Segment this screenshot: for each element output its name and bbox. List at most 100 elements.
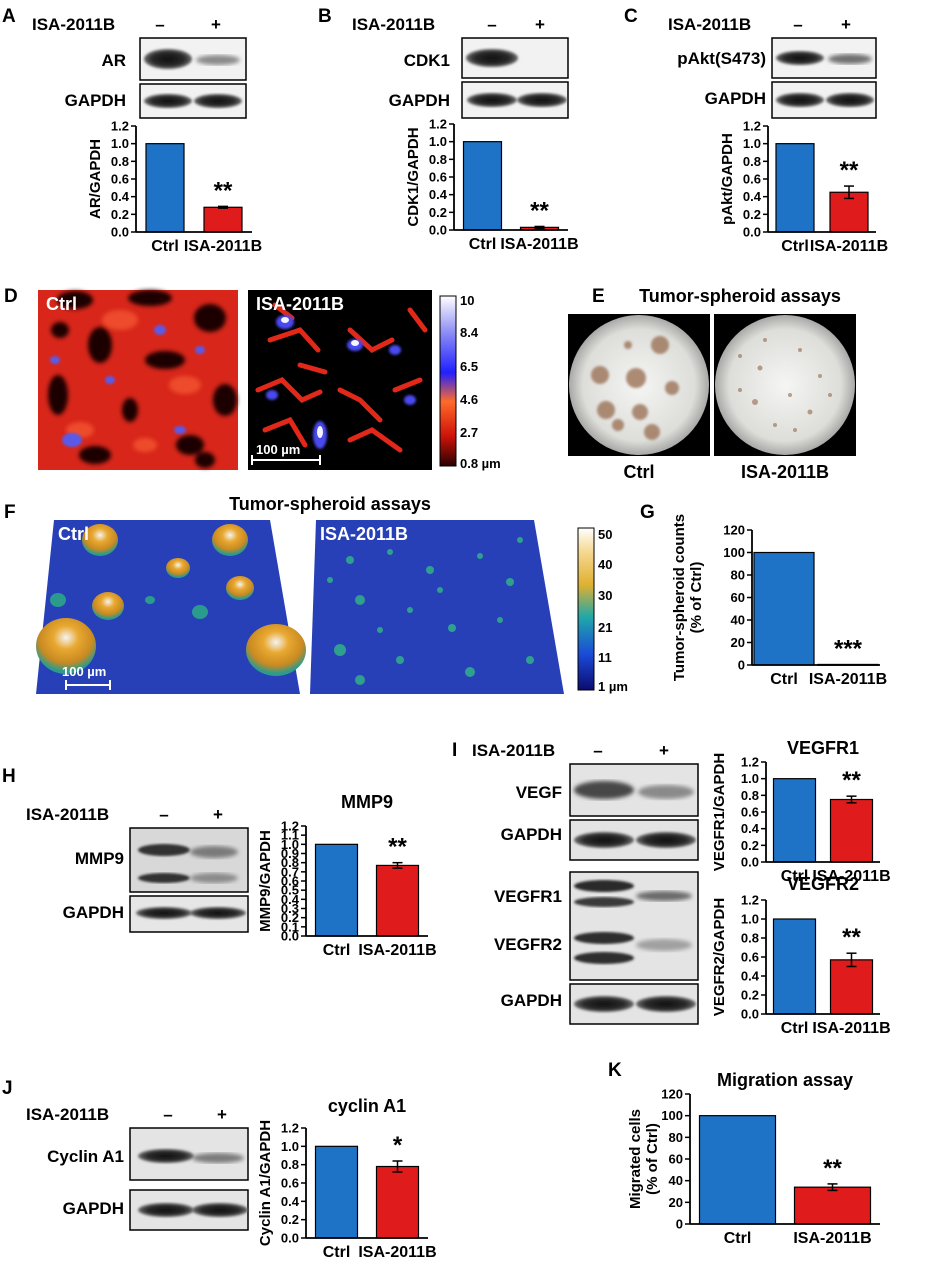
minus-sign: –	[793, 15, 802, 34]
ctrl-3d-surface: Ctrl 100 µm	[36, 520, 306, 694]
gapdh-label: GAPDH	[63, 1199, 124, 1218]
y-tick-label: 0.0	[741, 855, 759, 870]
chart-g: 0 20 40 60 80 100 120 Tumor-spheroid counts(% o…	[671, 514, 887, 688]
y-tick-label: 0.2	[741, 838, 759, 853]
chart-i-vegfr1: VEGFR1 0.0 0.2 0.40.6 0.8 1.01.2 VEGFR1/GAPDH C…	[711, 738, 891, 885]
y-tick-label: 0.8	[111, 154, 129, 169]
significance-marker: **	[530, 197, 549, 224]
y-tick-label: 0.8	[281, 855, 299, 870]
panel-title: Tumor-spheroid assays	[639, 286, 841, 306]
plus-sign: +	[659, 741, 669, 760]
panel-label: A	[2, 6, 16, 27]
x-tick-label: Ctrl	[323, 942, 351, 959]
y-tick-label: 0.9	[281, 846, 299, 861]
panel-c: C ISA-2011B – + pAkt(S473) GAPDH 0.00.20…	[624, 6, 888, 255]
y-tick-label: 0	[738, 658, 745, 673]
bar-ctrl	[753, 551, 815, 666]
blot-strip	[129, 1127, 249, 1181]
colorbar-tick: 8.4	[460, 325, 479, 340]
blot-target-label: Cyclin A1	[47, 1147, 124, 1166]
x-tick-label: ISA-2011B	[500, 236, 578, 253]
y-tick-label: 0.0	[111, 225, 129, 240]
bar-ctrl	[772, 778, 817, 863]
x-tick-label: Ctrl	[781, 868, 809, 885]
y-tick-label: 0.6	[743, 172, 761, 187]
panel-label: F	[4, 502, 16, 523]
minus-sign: –	[159, 805, 168, 824]
plus-sign: +	[217, 1105, 227, 1124]
colorbar-tick: 0.8 µm	[460, 456, 501, 471]
x-tick-label: ISA-2011B	[810, 238, 888, 255]
y-tick-label: 0.8	[429, 152, 447, 167]
treatment-label: ISA-2011B	[26, 805, 109, 824]
y-tick-label: 0.4	[741, 821, 760, 836]
colorbar-tick: 30	[598, 588, 612, 603]
colorbar-tick: 21	[598, 620, 612, 635]
panel-label: K	[608, 1060, 622, 1081]
x-tick-label: ISA-2011B	[812, 1020, 890, 1037]
colorbar-tick: 10	[460, 293, 474, 308]
y-axis-label: Migrated cells(% of Ctrl)	[627, 1109, 661, 1209]
gapdh-label: GAPDH	[389, 91, 450, 110]
y-tick-label: 1.0	[429, 134, 447, 149]
blot-target-label: VEGFR2	[494, 935, 562, 954]
bar-ctrl	[314, 1145, 359, 1239]
y-tick-label: 0.6	[741, 805, 759, 820]
minus-sign: –	[163, 1105, 172, 1124]
y-tick-label: 1.2	[741, 893, 759, 908]
image-caption: Ctrl	[624, 462, 655, 482]
bar-ctrl	[698, 1115, 777, 1225]
minus-sign: –	[487, 15, 496, 34]
y-tick-label: 80	[669, 1130, 683, 1145]
x-tick-label: ISA-2011B	[812, 868, 890, 885]
scale-bar-label: 100 µm	[256, 442, 300, 457]
panel-h: H ISA-2011B – + MMP9 GAPDH MMP9 0.00.10.2…	[2, 766, 437, 959]
x-tick-label: Ctrl	[323, 1244, 351, 1261]
chart-c: 0.0 0.2 0.4 0.6 0.8 1.0 1.2 pAkt/GAPDH Ctrl ** ISA…	[719, 119, 888, 256]
chart-title: MMP9	[341, 792, 393, 812]
plus-sign: +	[535, 15, 545, 34]
y-tick-label: 0.0	[281, 1231, 299, 1246]
blot-strip	[129, 1189, 249, 1231]
treated-3d-surface: ISA-2011B	[310, 520, 564, 694]
blot-strip	[569, 763, 699, 817]
chart-b: 0.0 0.2 0.4 0.6 0.8 1.0 1.2 CDK1/GAPDH Ctrl ** ISA…	[405, 117, 579, 254]
significance-marker: **	[842, 924, 861, 951]
blot-target-label: AR	[101, 51, 126, 70]
colorbar-tick: 6.5	[460, 359, 478, 374]
y-tick-label: 100	[723, 545, 745, 560]
y-tick-label: 0.4	[281, 1194, 300, 1209]
x-tick-label: Ctrl	[781, 238, 809, 255]
height-colorbar: 50 40 30 21 11 1 µm	[577, 527, 628, 694]
height-colorbar: 10 8.4 6.5 4.6 2.7 0.8 µm	[439, 293, 501, 471]
y-axis-label: VEGFR1/GAPDH	[711, 753, 728, 871]
x-tick-label: Ctrl	[781, 1020, 809, 1037]
panel-b: B ISA-2011B – + CDK1 GAPDH 0.00.20.40.60…	[318, 6, 579, 253]
minus-sign: –	[155, 15, 164, 34]
colorbar-tick: 1 µm	[598, 679, 628, 694]
x-tick-label: Ctrl	[151, 238, 179, 255]
y-tick-label: 40	[669, 1173, 683, 1188]
bar-ctrl	[314, 843, 359, 937]
scale-bar-label: 100 µm	[62, 664, 106, 679]
y-tick-label: 1.0	[743, 136, 761, 151]
y-tick-label: 60	[731, 590, 745, 605]
panel-a: A ISA-2011B – + AR GAPDH 0.0 0.2 0.4 0.6 0.8…	[2, 6, 262, 255]
y-tick-label: 0.7	[281, 864, 299, 879]
panel-k: K Migration assay 0 20 40 60 80 100 120Migrated…	[608, 1060, 880, 1247]
treated-spheroid-image	[714, 314, 856, 456]
y-tick-label: 0.6	[111, 172, 129, 187]
x-tick-label: Ctrl	[469, 236, 497, 253]
colorbar-tick: 50	[598, 527, 612, 542]
y-tick-label: 0.0	[429, 223, 447, 238]
y-tick-label: 1.0	[741, 771, 759, 786]
blot-strip	[771, 81, 877, 119]
chart-title: VEGFR2	[787, 874, 859, 894]
y-tick-label: 0.5	[281, 883, 299, 898]
significance-marker: **	[388, 834, 407, 861]
bar-ctrl	[462, 141, 503, 231]
chart-i-vegfr2: VEGFR2 0.0 0.2 0.4 0.6 0.8 1.0 1.2 VEGFR2/GAPDH C…	[711, 874, 891, 1037]
y-tick-label: 1.2	[281, 819, 299, 834]
y-tick-label: 0.8	[741, 788, 759, 803]
